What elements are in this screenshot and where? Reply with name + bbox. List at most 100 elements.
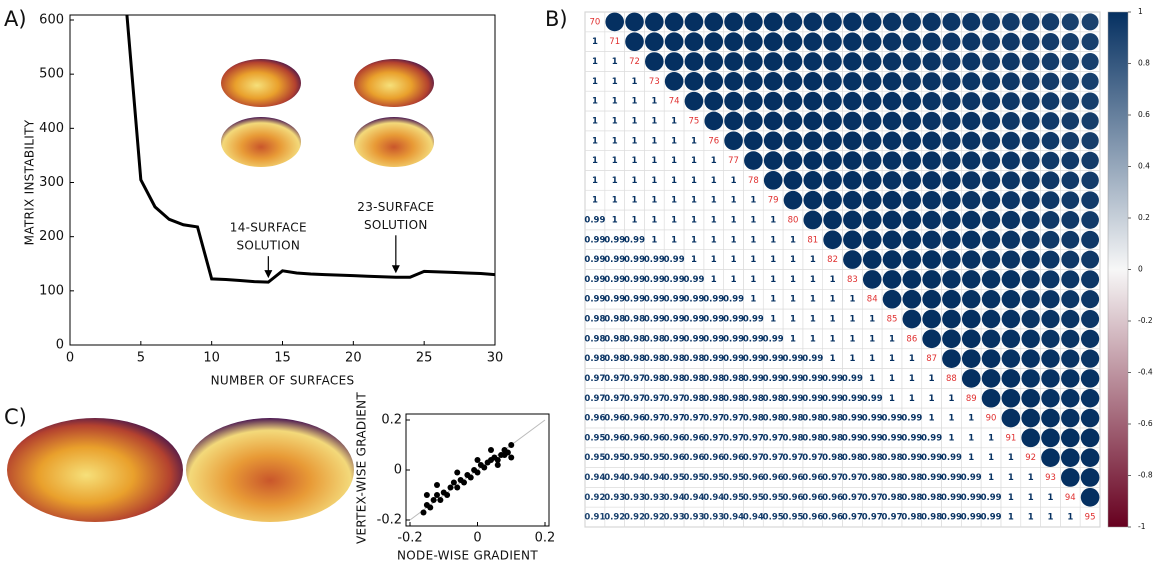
correlation-circle: [1001, 151, 1020, 170]
correlation-circle: [1061, 230, 1080, 249]
correlation-circle: [882, 32, 902, 51]
correlation-value: 1: [1048, 513, 1054, 523]
correlation-circle: [1080, 428, 1100, 448]
diagonal-label: 78: [748, 176, 759, 186]
correlation-circle: [803, 12, 823, 32]
correlation-value: 0.99: [941, 513, 962, 523]
correlation-value: 0.99: [703, 315, 724, 325]
correlation-value: 1: [968, 453, 974, 463]
brain-image: [186, 418, 354, 522]
correlation-circle: [981, 210, 1001, 230]
correlation-value: 1: [889, 334, 895, 344]
colorbar-tick-label: 0.4: [1138, 162, 1150, 171]
scatter-point: [467, 474, 474, 481]
correlation-circle: [1061, 13, 1079, 31]
correlation-circle: [1021, 210, 1040, 230]
correlation-value: 0.98: [901, 513, 922, 523]
diagonal-label: 74: [669, 97, 680, 107]
correlation-circle: [645, 52, 664, 71]
correlation-circle: [902, 210, 922, 230]
correlation-value: 0.97: [703, 433, 724, 443]
correlation-circle: [922, 289, 941, 309]
correlation-value: 0.99: [941, 473, 962, 483]
correlation-value: 1: [909, 394, 915, 404]
correlation-circle: [783, 131, 803, 151]
correlation-value: 1: [750, 295, 756, 305]
correlation-value: 1: [671, 235, 677, 245]
correlation-circle: [1021, 309, 1040, 329]
correlation-value: 1: [651, 196, 657, 206]
diagonal-label: 70: [589, 17, 600, 27]
correlation-value: 0.97: [763, 433, 784, 443]
correlation-value: 1: [592, 196, 598, 206]
correlation-circle: [843, 171, 862, 190]
correlation-circle: [1001, 369, 1021, 388]
correlation-value: 0.91: [584, 513, 605, 523]
correlation-value: 1: [592, 176, 598, 186]
correlation-circle: [1001, 72, 1020, 91]
correlation-value: 1: [1008, 453, 1014, 463]
correlation-value: 0.98: [802, 433, 823, 443]
correlation-value: 1: [830, 295, 836, 305]
scatter-point: [427, 504, 434, 511]
correlation-value: 1: [810, 255, 816, 265]
correlation-value: 1: [671, 176, 677, 186]
correlation-circle: [1021, 191, 1040, 210]
correlation-value: 0.98: [703, 394, 724, 404]
x-tick-label: 5: [137, 351, 145, 366]
correlation-circle: [1081, 52, 1099, 71]
correlation-circle: [942, 250, 961, 269]
correlation-value: 0.96: [822, 493, 843, 503]
correlation-value: 0.94: [703, 493, 724, 503]
diagonal-label: 94: [1065, 493, 1076, 503]
diagonal-label: 81: [807, 235, 818, 245]
correlation-circle: [942, 210, 961, 230]
correlation-value: 1: [909, 374, 915, 384]
correlation-circle: [1080, 468, 1100, 487]
correlation-circle: [902, 270, 922, 289]
correlation-circle: [843, 111, 862, 131]
correlation-value: 0.98: [743, 414, 764, 424]
correlation-circle: [803, 111, 823, 131]
correlation-value: 0.97: [644, 394, 665, 404]
correlation-circle: [942, 12, 961, 31]
matrix-cell: [1079, 506, 1101, 528]
correlation-value: 0.97: [842, 513, 863, 523]
diagonal-label: 95: [1085, 513, 1096, 523]
scatter-point: [434, 492, 440, 498]
x-axis-label: NUMBER OF SURFACES: [211, 374, 355, 388]
correlation-value: 1: [770, 315, 776, 325]
correlation-circle: [1001, 250, 1020, 269]
correlation-circle: [962, 171, 981, 190]
diagonal-label: 93: [1045, 473, 1056, 483]
correlation-value: 0.96: [782, 473, 803, 483]
correlation-value: 1: [632, 77, 638, 87]
y-tick-label: 200: [39, 229, 64, 244]
correlation-value: 0.98: [584, 334, 605, 344]
correlation-circle: [744, 12, 763, 32]
correlation-value: 0.98: [862, 453, 883, 463]
correlation-value: 1: [651, 97, 657, 107]
correlation-circle: [1080, 329, 1100, 348]
x-axis-label: NODE-WISE GRADIENT: [397, 549, 538, 563]
correlation-circle: [982, 52, 1000, 71]
correlation-value: 0.98: [882, 493, 903, 503]
correlation-value: 0.98: [763, 414, 784, 424]
scatter-point: [454, 469, 461, 476]
correlation-circle: [684, 12, 704, 32]
correlation-circle: [942, 309, 961, 329]
correlation-circle: [704, 91, 724, 111]
diagonal-label: 75: [689, 116, 700, 126]
correlation-value: 1: [612, 57, 618, 67]
correlation-value: 0.98: [683, 374, 704, 384]
scatter-point: [437, 497, 444, 503]
correlation-circle: [843, 12, 862, 32]
correlation-circle: [763, 111, 783, 131]
x-tick-label: 25: [416, 351, 433, 366]
panel-label: C): [4, 405, 27, 429]
correlation-value: 1: [770, 235, 776, 245]
correlation-circle: [1021, 349, 1040, 368]
correlation-circle: [763, 52, 783, 71]
correlation-value: 1: [790, 334, 796, 344]
correlation-circle: [763, 12, 783, 32]
